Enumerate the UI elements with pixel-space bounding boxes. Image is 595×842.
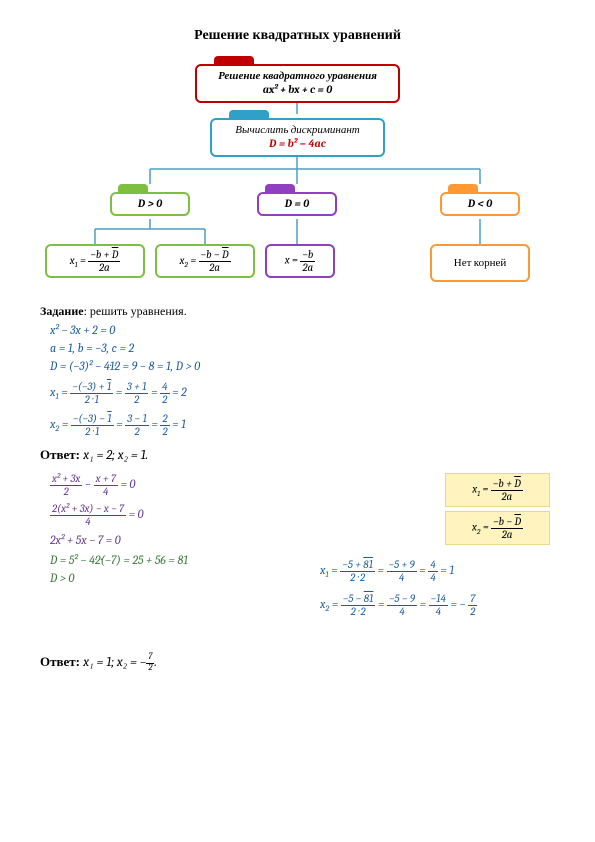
- task-heading: Задание: решить уравнения.: [40, 304, 555, 319]
- task-heading-rest: : решить уравнения.: [84, 304, 187, 318]
- task-section: Задание: решить уравнения. x² − 3x + 2 =…: [0, 304, 595, 673]
- case-neg-box: D < 0: [440, 192, 520, 216]
- ex1-equation: x² − 3x + 2 = 0: [50, 323, 555, 337]
- formula-highlight-x1: x1 = −b + D2a: [445, 473, 550, 507]
- ex1-x1: x1 = −(−3) + 12 · 1 = 3 + 12 = 42 = 2: [50, 381, 555, 405]
- x2-box: x2 = −b − D2a: [155, 244, 255, 278]
- ex1-coef: a = 1, b = −3, c = 2: [50, 341, 555, 355]
- xsingle-box: x = −b2a: [265, 244, 335, 278]
- ex1-answer-val: x₁ = 2; x₂ = 1.: [83, 448, 148, 463]
- ex2-answer-label: Ответ:: [40, 654, 80, 669]
- page-title: Решение квадратных уравнений: [0, 0, 595, 44]
- case-zero-tab: [265, 184, 295, 192]
- case-neg-tab: [448, 184, 478, 192]
- disc-line2: D = b² − 4ac: [218, 137, 377, 151]
- ex2-right-column: x1 = −5 + 812 · 2 = −5 + 94 = 44 = 1 x2 …: [320, 555, 530, 621]
- ex2-Dpos: D > 0: [50, 571, 310, 585]
- case-pos-box: D > 0: [110, 192, 190, 216]
- case-pos-tab: [118, 184, 148, 192]
- ex2-D: D = 5² − 4·2·(−7) = 25 + 56 = 81: [50, 553, 310, 567]
- disc-box: Вычислить дискриминант D = b² − 4ac: [210, 118, 385, 157]
- noroot-box: Нет корней: [430, 244, 530, 282]
- ex2-x2: x2 = −5 − 812 · 2 = −5 − 94 = −144 = − 7…: [320, 593, 530, 617]
- disc-line1: Вычислить дискриминант: [218, 123, 377, 137]
- ex2-eq2: 2(x² + 3x) − x − 74 = 0: [50, 503, 310, 527]
- ex2-eq3: 2x² + 5x − 7 = 0: [50, 533, 310, 547]
- root-tab: [214, 56, 254, 64]
- root-line1: Решение квадратного уравнения: [203, 69, 392, 83]
- ex2-answer-val: x₁ = 1; x₂ = −72.: [83, 655, 157, 670]
- formula-highlight-x2: x2 = −b − D2a: [445, 511, 550, 545]
- task-heading-bold: Задание: [40, 304, 84, 318]
- ex1-D: D = (−3)² − 4·1·2 = 9 − 8 = 1, D > 0: [50, 359, 555, 373]
- ex2-answer: Ответ: x₁ = 1; x₂ = −72.: [40, 653, 555, 673]
- ex2-x1: x1 = −5 + 812 · 2 = −5 + 94 = 44 = 1: [320, 559, 530, 583]
- root-line2: ax² + bx + c = 0: [203, 83, 392, 97]
- root-box: Решение квадратного уравнения ax² + bx +…: [195, 64, 400, 103]
- ex1-x2: x2 = −(−3) − 12 · 1 = 3 − 12 = 22 = 1: [50, 413, 555, 437]
- x1-box: x1 = −b + D2a: [45, 244, 145, 278]
- ex1-answer-label: Ответ:: [40, 447, 80, 462]
- disc-tab: [229, 110, 269, 118]
- ex2-eq1: x² + 3x2 − x + 74 = 0: [50, 473, 310, 497]
- case-zero-box: D = 0: [257, 192, 337, 216]
- ex2-answer-pre: x₁ = 1; x₂ = −: [83, 655, 146, 670]
- flowchart-diagram: Решение квадратного уравнения ax² + bx +…: [0, 44, 595, 304]
- ex2-block: x² + 3x2 − x + 74 = 0 2(x² + 3x) − x − 7…: [40, 473, 555, 643]
- ex1-answer: Ответ: x₁ = 2; x₂ = 1.: [40, 447, 555, 463]
